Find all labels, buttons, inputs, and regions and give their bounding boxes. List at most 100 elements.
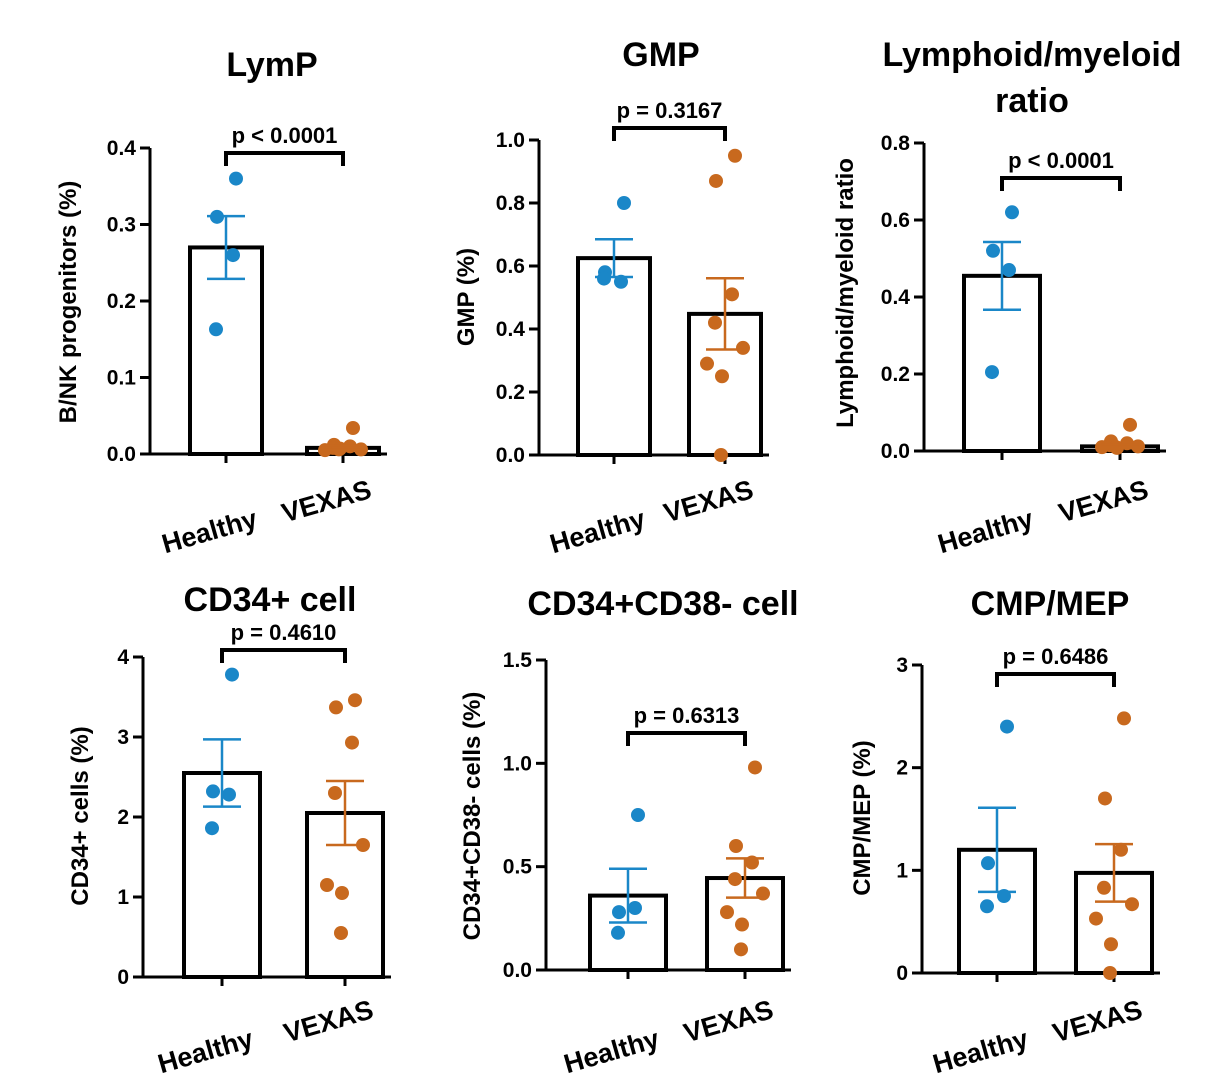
y-tick-label: 4 — [117, 646, 129, 669]
error-bar-healthy — [203, 738, 241, 808]
x-category-label-healthy: Healthy — [935, 503, 1037, 559]
chart-title: LymP — [226, 46, 317, 84]
data-point-vexas — [725, 287, 739, 302]
error-bar-vexas — [1101, 443, 1139, 450]
data-point-vexas — [715, 369, 729, 384]
data-point-healthy — [617, 196, 631, 210]
data-point-vexas — [1125, 897, 1139, 912]
data-point-vexas — [734, 942, 748, 957]
error-bar-vexas — [1095, 842, 1133, 903]
data-point-vexas — [714, 448, 728, 462]
y-tick-label: 2 — [896, 757, 908, 780]
y-tick-label: 0.0 — [496, 444, 525, 467]
significance-bracket — [220, 648, 347, 663]
data-point-vexas — [328, 786, 342, 800]
chart-panel-1: LymP B/NK progenitors (%) 0.0 0.1 0.2 0.3 0.4 H… — [55, 46, 387, 559]
p-value-label: p < 0.0001 — [232, 123, 338, 148]
chart-title: CD34+ cell — [184, 581, 357, 619]
y-tick-label: 0.2 — [107, 290, 136, 313]
x-category-label-healthy: Healthy — [159, 503, 261, 559]
data-point-healthy — [981, 856, 995, 871]
y-tick-label: 0.1 — [107, 367, 137, 390]
y-tick-label: 1 — [117, 886, 129, 909]
data-point-vexas — [736, 340, 750, 355]
data-point-healthy — [1000, 719, 1014, 734]
error-bar-healthy — [595, 237, 633, 279]
y-tick-label: 0.4 — [496, 318, 526, 341]
y-tick-label: 0.6 — [881, 209, 910, 232]
error-bar-healthy — [978, 806, 1016, 894]
y-tick-label: 0.3 — [107, 214, 136, 237]
data-point-healthy — [612, 905, 626, 920]
chart-title: CD34+CD38- cell — [527, 585, 798, 623]
data-point-healthy — [226, 248, 240, 263]
data-point-vexas — [348, 693, 362, 708]
chart-panel-3: Lymphoid/myeloid ratio Lymphoid/myeloid ra… — [832, 36, 1182, 559]
chart-panel-2: GMP GMP (%) 0.0 0.2 0.4 0.6 0.8 1.0 HealthyVEXAS… — [453, 36, 769, 559]
p-value-label: p = 0.4610 — [231, 620, 337, 645]
y-tick-label: 0 — [117, 966, 129, 989]
data-point-vexas — [700, 356, 714, 371]
error-bar-healthy — [609, 867, 647, 924]
data-point-vexas — [320, 878, 334, 892]
chart-title: CMP/MEP — [971, 585, 1130, 623]
p-value-label: p = 0.3167 — [617, 98, 723, 123]
chart-panel-4: CD34+ cell CD34+ cells (%) 0 1 2 3 4 Healthy VEX… — [67, 581, 391, 1079]
chart-panel-6: CMP/MEP CMP/MEP (%) 0 1 2 3 Healthy VEXAS p = 0.… — [849, 585, 1160, 1079]
significance-bracket — [612, 126, 727, 141]
data-point-vexas — [334, 926, 348, 940]
significance-bracket — [995, 672, 1116, 687]
y-axis-label: B/NK progenitors (%) — [55, 181, 82, 424]
data-point-healthy — [209, 322, 223, 337]
data-point-vexas — [748, 760, 762, 775]
x-category-label-vexas: VEXAS — [280, 994, 376, 1048]
y-axis-label: Lymphoid/myeloid ratio — [832, 158, 859, 428]
x-category-label-vexas: VEXAS — [1049, 994, 1145, 1048]
data-point-healthy — [222, 787, 236, 802]
data-point-healthy — [229, 171, 243, 186]
x-category-label-vexas: VEXAS — [660, 474, 756, 528]
data-point-vexas — [1131, 439, 1145, 454]
y-tick-label: 1.0 — [503, 752, 532, 775]
x-category-label-healthy: Healthy — [155, 1023, 257, 1079]
data-point-vexas — [1103, 966, 1117, 980]
data-point-healthy — [611, 925, 625, 940]
data-point-vexas — [728, 872, 742, 887]
y-tick-label: 0.4 — [881, 286, 911, 309]
y-tick-label: 0.4 — [107, 137, 137, 160]
y-axis-label: CD34+ cells (%) — [67, 726, 94, 905]
chart-panel-5: CD34+CD38- cell CD34+CD38- cells (%) 0.0 0.… — [459, 585, 799, 1079]
y-tick-label: 0.6 — [496, 255, 525, 278]
y-tick-label: 0.0 — [107, 443, 136, 466]
error-bar-healthy — [207, 214, 245, 281]
data-point-vexas — [345, 735, 359, 750]
p-value-label: p < 0.0001 — [1008, 148, 1114, 173]
bar-healthy — [576, 256, 652, 457]
chart-title: ratio — [995, 82, 1069, 120]
chart-title: Lymphoid/myeloid — [882, 36, 1181, 74]
y-tick-label: 0.8 — [496, 192, 526, 215]
bar-healthy — [182, 771, 262, 979]
data-point-vexas — [335, 886, 349, 900]
data-point-vexas — [735, 917, 749, 932]
x-category-label-healthy: Healthy — [547, 503, 649, 559]
data-point-healthy — [631, 808, 645, 822]
data-point-healthy — [225, 667, 239, 682]
y-tick-label: 3 — [117, 726, 129, 749]
data-point-healthy — [1002, 263, 1016, 278]
y-axis-label: CMP/MEP (%) — [849, 740, 876, 896]
x-category-label-healthy: Healthy — [930, 1023, 1032, 1079]
y-tick-label: 0.8 — [881, 132, 911, 155]
data-point-vexas — [1114, 842, 1128, 857]
data-point-vexas — [329, 700, 343, 715]
data-point-healthy — [206, 784, 220, 799]
p-value-label: p = 0.6313 — [634, 703, 740, 728]
x-category-label-healthy: Healthy — [561, 1023, 663, 1079]
y-tick-label: 3 — [896, 654, 908, 677]
p-value-label: p = 0.6486 — [1003, 644, 1109, 669]
error-bar-vexas — [326, 779, 364, 847]
data-point-vexas — [1117, 711, 1131, 726]
data-point-healthy — [986, 243, 1000, 258]
y-tick-label: 0.0 — [503, 959, 532, 982]
significance-bracket — [1000, 176, 1122, 191]
